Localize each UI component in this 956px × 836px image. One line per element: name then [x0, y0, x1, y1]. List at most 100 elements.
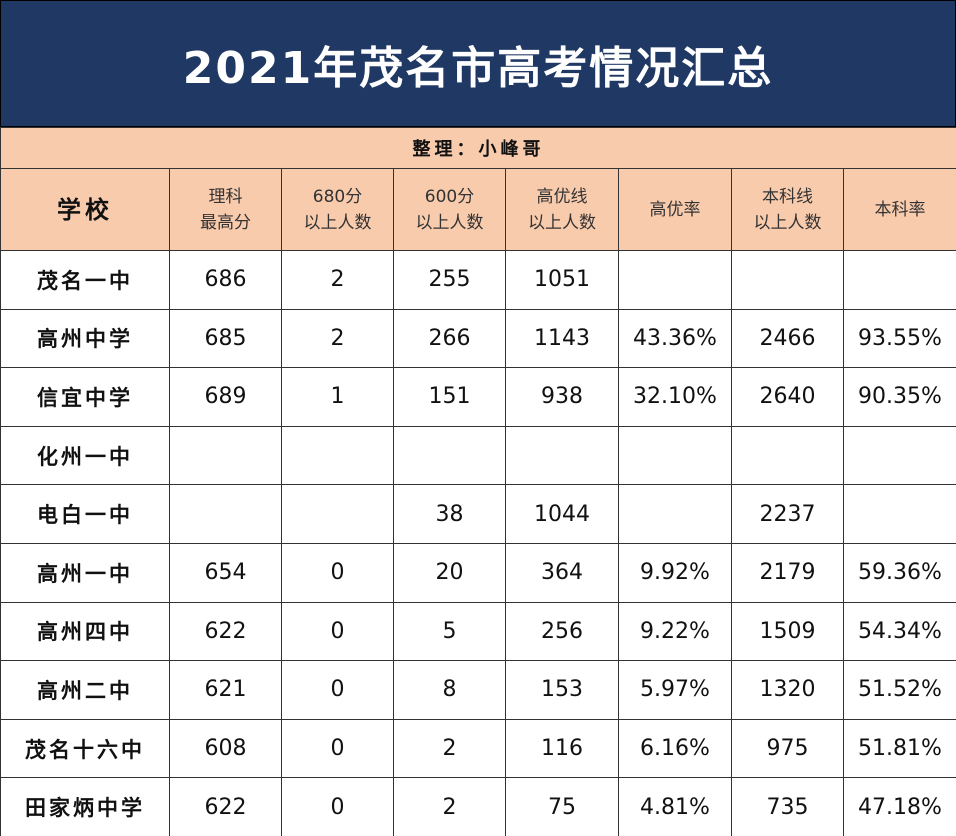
cell: 622	[169, 601, 282, 662]
cell: 1509	[731, 601, 844, 662]
cell: 0	[281, 542, 394, 603]
cell: 2	[281, 250, 394, 310]
cell: 116	[505, 718, 619, 779]
cell: 608	[169, 718, 282, 779]
cell: 1	[281, 367, 394, 427]
cell: 2237	[731, 484, 844, 544]
cell: 654	[169, 542, 282, 603]
cell: 75	[505, 777, 619, 836]
header-line: 以上人数	[753, 212, 822, 233]
cell: 2	[393, 777, 506, 836]
header-row: 学校 理科 最高分 680分 以上人数 600分 以上人数 高优线 以上人数 高优率 本科线 以上人数…	[0, 168, 956, 251]
cell	[618, 425, 732, 486]
subtitle: 整理：小峰哥	[0, 127, 956, 169]
cell: 621	[169, 660, 282, 720]
cell: 2	[393, 718, 506, 779]
cell: 2466	[731, 308, 844, 369]
data-row: 田家炳中学 622 0 2 75 4.81% 735 47.18%	[0, 777, 956, 836]
column-header: 本科率	[843, 168, 956, 251]
cell: 0	[281, 601, 394, 662]
header-line: 理科	[208, 186, 243, 207]
subtitle-row: 整理：小峰哥	[0, 127, 956, 169]
header-line: 本科率	[874, 199, 926, 220]
cell	[843, 250, 956, 310]
cell: 1143	[505, 308, 619, 369]
cell	[281, 484, 394, 544]
cell	[169, 425, 282, 486]
cell: 256	[505, 601, 619, 662]
header-line: 最高分	[200, 212, 251, 233]
cell: 59.36%	[843, 542, 956, 603]
school-name: 田家炳中学	[0, 777, 170, 836]
cell: 5	[393, 601, 506, 662]
cell: 2179	[731, 542, 844, 603]
cell: 6.16%	[618, 718, 732, 779]
cell: 255	[393, 250, 506, 310]
column-header: 600分以上人数	[393, 168, 506, 251]
school-name: 茂名一中	[0, 250, 170, 310]
cell: 686	[169, 250, 282, 310]
header-line: 以上人数	[415, 212, 484, 233]
cell	[843, 425, 956, 486]
column-header: 理科 最高分	[169, 168, 282, 251]
cell: 4.81%	[618, 777, 732, 836]
cell: 9.92%	[618, 542, 732, 603]
cell: 0	[281, 718, 394, 779]
data-row: 茂名一中 686 2 255 1051	[0, 250, 956, 310]
header-line: 680分	[312, 186, 363, 207]
header-line: 学校	[57, 195, 113, 224]
column-header: 学校	[0, 168, 170, 251]
data-row: 信宜中学 689 1 151 938 32.10% 2640 90.35%	[0, 367, 956, 427]
data-row: 高州中学 685 2 266 1143 43.36% 2466 93.55%	[0, 308, 956, 369]
cell	[618, 484, 732, 544]
cell	[618, 250, 732, 310]
cell: 2640	[731, 367, 844, 427]
header-line: 高优率	[649, 199, 701, 220]
column-header: 680分 以上人数	[281, 168, 394, 251]
cell	[169, 484, 282, 544]
cell: 266	[393, 308, 506, 369]
data-row: 茂名十六中 608 0 2 116 6.16% 975 51.81%	[0, 718, 956, 779]
cell: 20	[393, 542, 506, 603]
cell: 8	[393, 660, 506, 720]
header-line: 600分	[424, 186, 475, 207]
cell: 54.34%	[843, 601, 956, 662]
cell: 938	[505, 367, 619, 427]
cell: 153	[505, 660, 619, 720]
data-row: 化州一中	[0, 425, 956, 486]
cell: 47.18%	[843, 777, 956, 836]
school-name: 电白一中	[0, 484, 170, 544]
cell: 90.35%	[843, 367, 956, 427]
cell	[393, 425, 506, 486]
cell: 622	[169, 777, 282, 836]
header-line: 本科线	[762, 186, 813, 207]
cell: 151	[393, 367, 506, 427]
cell: 689	[169, 367, 282, 427]
cell: 38	[393, 484, 506, 544]
cell: 735	[731, 777, 844, 836]
school-name: 高州中学	[0, 308, 170, 369]
cell: 685	[169, 308, 282, 369]
column-header: 本科线 以上人数	[731, 168, 844, 251]
cell	[731, 425, 844, 486]
cell: 43.36%	[618, 308, 732, 369]
cell: 93.55%	[843, 308, 956, 369]
school-name: 化州一中	[0, 425, 170, 486]
cell: 1051	[505, 250, 619, 310]
school-name: 高州一中	[0, 542, 170, 603]
data-row: 电白一中 38 1044 2237	[0, 484, 956, 544]
data-row: 高州一中 654 0 20 364 9.92% 2179 59.36%	[0, 542, 956, 603]
column-header: 高优线 以上人数	[505, 168, 619, 251]
cell: 0	[281, 660, 394, 720]
column-header: 高优率	[618, 168, 732, 251]
header-line: 以上人数	[528, 212, 596, 233]
cell	[731, 250, 844, 310]
cell: 32.10%	[618, 367, 732, 427]
header-line: 高优线	[536, 186, 588, 207]
cell: 0	[281, 777, 394, 836]
title: 2021年茂名市高考情况汇总	[0, 0, 956, 127]
cell	[281, 425, 394, 486]
cell: 51.52%	[843, 660, 956, 720]
cell: 364	[505, 542, 619, 603]
